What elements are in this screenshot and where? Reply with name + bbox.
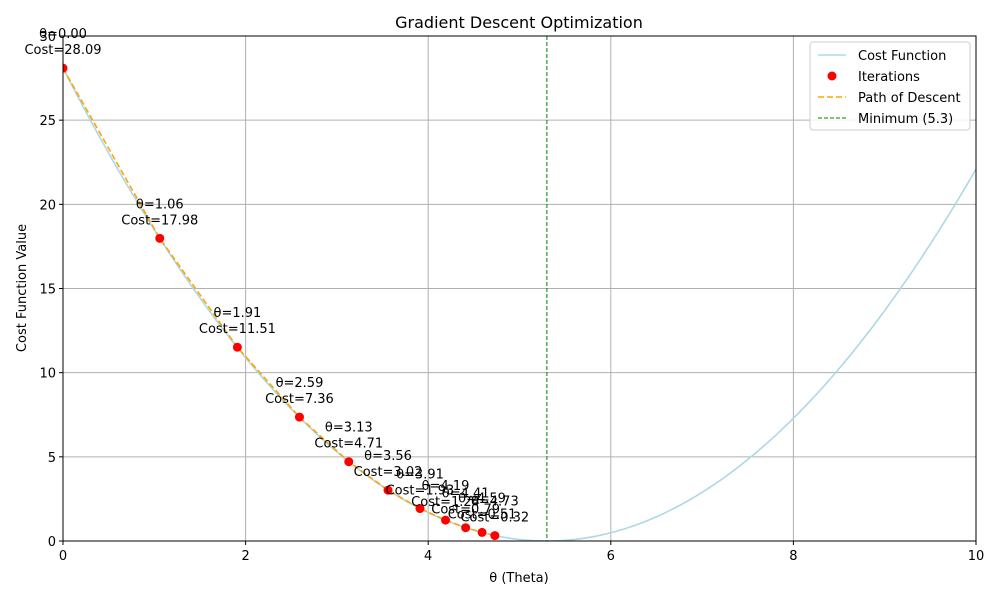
annotation-theta: θ=0.00: [39, 27, 87, 42]
annotation-cost: Cost=3.02: [354, 465, 423, 480]
legend: Cost Function Iterations Path of Descent Mi…: [809, 41, 971, 131]
annotation-theta: θ=2.59: [276, 376, 324, 391]
iteration-point: [63, 63, 68, 73]
legend-label: Cost Function: [858, 49, 946, 64]
x-tick-label: 10: [968, 549, 985, 564]
iteration-point: [441, 515, 451, 525]
y-tick-label: 15: [39, 283, 56, 298]
x-tick-label: 2: [241, 549, 249, 564]
annotation-cost: Cost=0.51: [448, 507, 517, 522]
annotation-theta: θ=4.41: [442, 487, 490, 502]
iteration-point: [344, 457, 354, 467]
y-axis-label: Cost Function Value: [15, 224, 30, 352]
y-tick-label: 25: [39, 114, 56, 129]
x-tick-label: 0: [59, 549, 67, 564]
iteration-point: [294, 412, 304, 422]
y-tick-label: 30: [39, 30, 56, 45]
iteration-point: [461, 523, 471, 533]
legend-box: [809, 41, 971, 131]
iteration-point: [415, 504, 425, 514]
x-axis-label: θ (Theta): [489, 571, 548, 586]
annotation-cost: Cost=0.32: [460, 511, 529, 526]
iteration-point: [155, 233, 165, 243]
annotations: θ=0.00Cost=28.09θ=1.06Cost=17.98θ=1.91Co…: [24, 27, 529, 525]
legend-swatch-iterations: [827, 71, 837, 81]
chart-title: Gradient Descent Optimization: [395, 13, 643, 32]
iteration-point: [490, 531, 500, 541]
annotation-theta: θ=4.73: [471, 495, 519, 510]
legend-label: Iterations: [858, 70, 920, 85]
legend-label: Path of Descent: [858, 91, 961, 106]
legend-label: Minimum (5.3): [858, 112, 953, 127]
annotation-cost: Cost=0.79: [431, 503, 500, 518]
annotation-cost: Cost=17.98: [121, 213, 198, 228]
annotation-theta: θ=1.91: [213, 306, 261, 321]
annotation-theta: θ=4.59: [458, 491, 506, 506]
annotation-cost: Cost=28.09: [24, 43, 101, 58]
annotation-cost: Cost=11.51: [199, 322, 276, 337]
annotation-theta: θ=4.19: [422, 479, 470, 494]
path-of-descent-line: [63, 67, 496, 537]
y-tick-label: 0: [48, 535, 56, 550]
annotation-theta: θ=1.06: [136, 197, 184, 212]
x-tick-label: 8: [789, 549, 797, 564]
annotation-theta: θ=3.91: [396, 468, 444, 483]
y-tick-label: 10: [39, 367, 56, 382]
y-tick-label: 5: [48, 451, 56, 466]
plot-area: [63, 36, 976, 541]
iteration-point: [232, 342, 242, 352]
y-tick-label: 20: [39, 198, 56, 213]
x-axis: 0 2 4 6 8 10: [59, 541, 984, 564]
y-axis: 0 5 10 15 20 25 30: [39, 30, 63, 550]
annotation-cost: Cost=1.24: [411, 495, 480, 510]
cost-function-line: [63, 67, 976, 541]
x-tick-label: 4: [424, 549, 432, 564]
annotation-cost: Cost=4.71: [314, 437, 383, 452]
x-tick-label: 6: [607, 549, 615, 564]
annotation-cost: Cost=1.93: [386, 484, 455, 499]
annotation-cost: Cost=7.36: [265, 392, 334, 407]
annotation-theta: θ=3.56: [364, 449, 412, 464]
iteration-point: [383, 485, 393, 495]
annotation-theta: θ=3.13: [325, 421, 373, 436]
iteration-point: [477, 527, 487, 537]
